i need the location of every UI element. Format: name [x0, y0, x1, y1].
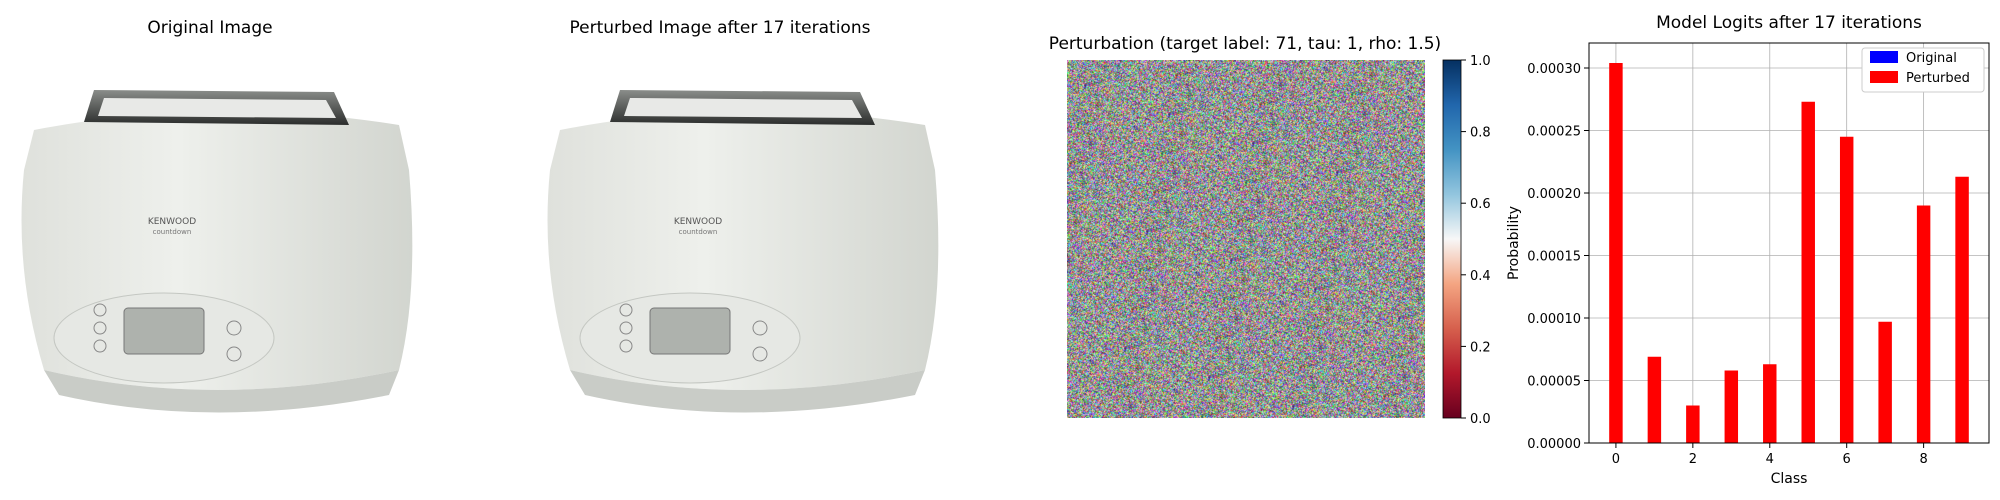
- colorbar: 0.0 0.2 0.4 0.6 0.8 1.0: [1442, 54, 1491, 427]
- bar-perturbed-class-3: [1724, 370, 1739, 443]
- toaster-brand-text: KENWOOD: [674, 217, 722, 227]
- x-tick-label: 2: [1689, 452, 1697, 467]
- colorbar-tick-label: 0.2: [1470, 340, 1491, 355]
- bar-perturbed-class-9: [1955, 176, 1969, 443]
- y-tick-label: 0.00025: [1527, 125, 1581, 140]
- original-image-title: Original Image: [147, 18, 273, 38]
- original-toaster-image: KENWOOD countdown: [14, 70, 414, 444]
- logits-bar-chart: Model Logits after 17 iterations 0 2 4 6 8 0…: [1506, 13, 1990, 487]
- toaster-brand-text: KENWOOD: [148, 217, 196, 227]
- colorbar-tick-label: 0.8: [1470, 126, 1491, 141]
- y-tick-label: 0.00015: [1527, 250, 1581, 265]
- bar-perturbed-class-4: [1763, 364, 1777, 443]
- x-tick-label: 6: [1843, 452, 1851, 467]
- plot-frame: [1588, 42, 1990, 444]
- perturbed-toaster-image: KENWOOD countdown: [540, 70, 940, 444]
- x-axis-label: Class: [1771, 471, 1808, 487]
- chart-title: Model Logits after 17 iterations: [1656, 13, 1922, 33]
- y-tick-label: 0.00005: [1527, 375, 1581, 390]
- y-tick-label: 0.00000: [1527, 437, 1581, 452]
- bar-perturbed-class-2: [1686, 405, 1700, 443]
- y-tick-label: 0.00020: [1527, 187, 1581, 202]
- x-tick-label: 4: [1766, 452, 1774, 467]
- legend-swatch-perturbed: [1870, 71, 1898, 83]
- x-tick-label: 8: [1919, 452, 1927, 467]
- colorbar-tick-label: 0.0: [1470, 412, 1491, 427]
- colorbar-tick-label: 0.4: [1470, 269, 1491, 284]
- y-axis-label: Probability: [1506, 206, 1522, 280]
- legend-label-perturbed: Perturbed: [1906, 71, 1970, 86]
- legend: Original Perturbed: [1861, 47, 1985, 93]
- bar-perturbed-class-6: [1839, 136, 1854, 443]
- colorbar-tick-label: 1.0: [1470, 54, 1491, 69]
- y-tick-label: 0.00030: [1527, 62, 1581, 77]
- perturbation-title: Perturbation (target label: 71, tau: 1, …: [1048, 34, 1442, 54]
- bar-perturbed-class-0: [1609, 63, 1623, 443]
- toaster-model-text: countdown: [153, 228, 192, 236]
- y-tick-label: 0.00010: [1527, 312, 1581, 327]
- bar-perturbed-class-7: [1878, 321, 1892, 443]
- legend-swatch-original: [1870, 51, 1898, 63]
- bar-perturbed-class-8: [1916, 205, 1931, 443]
- perturbation-noise-image: [1067, 60, 1425, 418]
- legend-label-original: Original: [1906, 51, 1957, 66]
- bar-perturbed-class-5: [1801, 101, 1815, 443]
- perturbed-image-title: Perturbed Image after 17 iterations: [569, 18, 871, 38]
- bar-perturbed-class-1: [1647, 356, 1662, 443]
- x-tick-label: 0: [1612, 452, 1620, 467]
- toaster-model-text: countdown: [679, 228, 718, 236]
- colorbar-tick-label: 0.6: [1470, 197, 1491, 212]
